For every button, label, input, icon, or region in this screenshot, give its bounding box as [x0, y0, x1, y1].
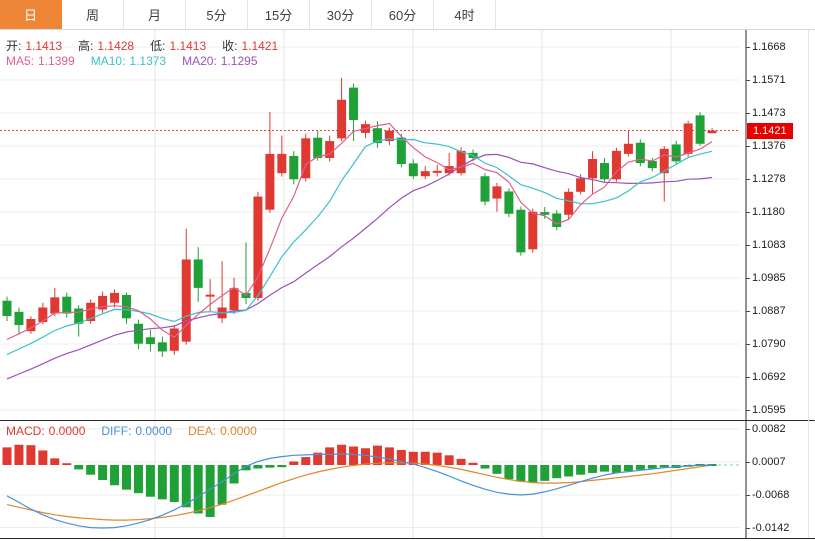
timeframe-tab-周[interactable]: 周: [62, 0, 124, 29]
price-axis-label: 1.1376: [746, 140, 786, 152]
timeframe-tabbar: 日周月 5分 15分 30分 60分 4时: [0, 0, 815, 30]
legend-item: DIFF: 0.0000: [101, 424, 173, 438]
legend-item: MA5: 1.1399: [6, 54, 75, 68]
timeframe-tab-15分[interactable]: 15分: [248, 0, 310, 29]
legend-item: MACD: 0.0000: [6, 424, 86, 438]
price-axis-label: 1.0692: [746, 371, 786, 383]
price-axis-label: 1.1473: [746, 107, 786, 119]
price-axis-label: 1.1083: [746, 239, 786, 251]
timeframe-tab-5分[interactable]: 5分: [186, 0, 248, 29]
timeframe-tab-30分[interactable]: 30分: [310, 0, 372, 29]
ohlc-legend: 开: 1.1413 高: 1.1428 低: 1.1413 收: 1.1421: [6, 37, 294, 54]
price-axis-label: 1.0790: [746, 338, 786, 350]
macd-axis-label: -0.0142: [745, 521, 790, 534]
macd-legend: MACD: 0.0000 DIFF: 0.0000 DEA: 0.0000: [6, 424, 273, 438]
macd-panel[interactable]: [0, 420, 747, 538]
timeframe-tab-60分[interactable]: 60分: [372, 0, 434, 29]
ma-legend: MA5: 1.1399 MA10: 1.1373 MA20: 1.1295: [6, 54, 274, 68]
macd-axis-label: 0.0007: [746, 455, 786, 468]
legend-item: 低: 1.1413: [150, 39, 207, 53]
right-border: [808, 30, 809, 538]
price-axis-label: 1.1668: [746, 41, 786, 53]
timeframe-tab-日[interactable]: 日: [0, 0, 62, 29]
main-candlestick-chart[interactable]: [0, 30, 747, 420]
price-axis-label: 1.1180: [746, 206, 785, 218]
bottom-border: [0, 538, 815, 539]
panel-separator: [0, 420, 815, 421]
price-axis-label: 1.1278: [746, 173, 786, 185]
price-axis-label: 1.0595: [746, 404, 786, 416]
current-price-badge: 1.1421: [747, 123, 793, 139]
timeframe-tab-4时[interactable]: 4时: [434, 0, 496, 29]
price-axis-label: 1.0985: [746, 272, 786, 284]
chart-area: 开: 1.1413 高: 1.1428 低: 1.1413 收: 1.1421 MA5: 1.1…: [0, 30, 815, 541]
legend-item: 开: 1.1413: [6, 39, 63, 53]
legend-item: 收: 1.1421: [222, 39, 279, 53]
macd-axis-label: 0.0082: [746, 422, 786, 435]
price-axis-label: 1.1571: [746, 74, 786, 86]
timeframe-tab-月[interactable]: 月: [124, 0, 186, 29]
price-axis-label: 1.0887: [746, 305, 786, 317]
legend-item: 高: 1.1428: [78, 39, 135, 53]
legend-item: MA20: 1.1295: [182, 54, 258, 68]
legend-item: MA10: 1.1373: [90, 54, 167, 68]
legend-item: DEA: 0.0000: [188, 424, 257, 438]
macd-axis-label: -0.0068: [745, 488, 790, 501]
